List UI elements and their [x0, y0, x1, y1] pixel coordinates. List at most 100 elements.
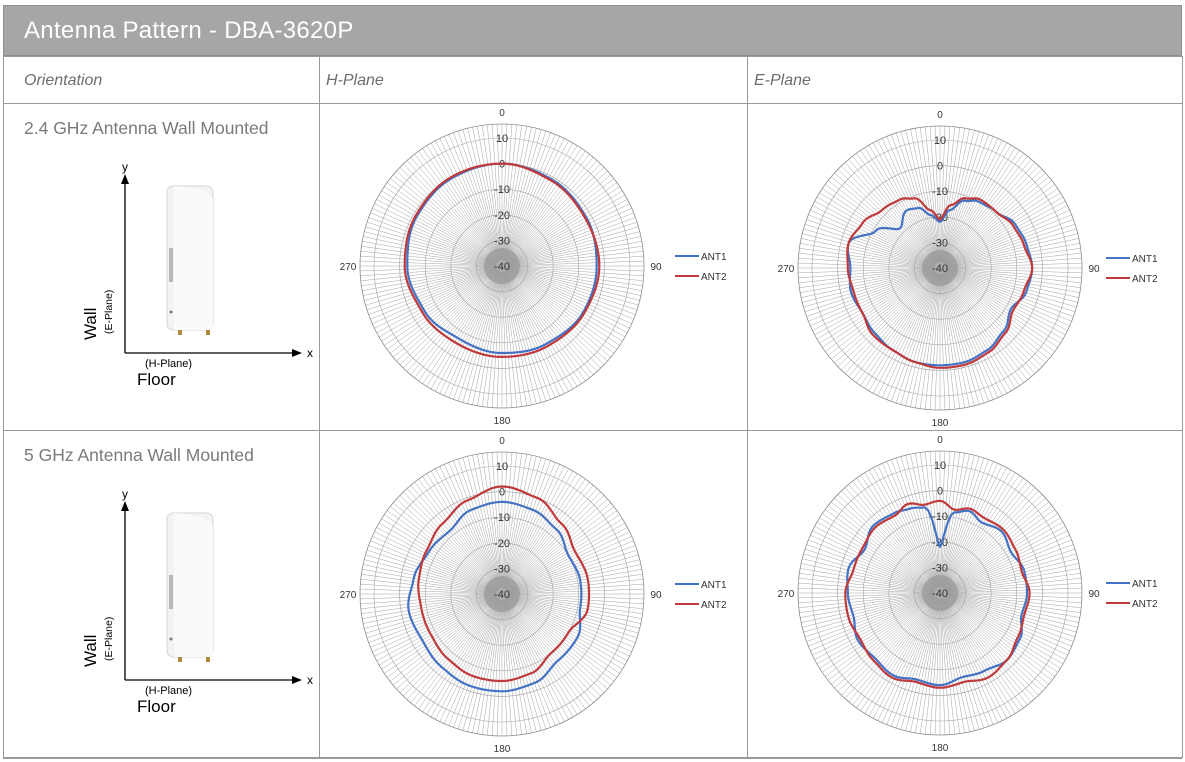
spoke-line — [507, 549, 638, 593]
radial-gridline — [811, 464, 1069, 722]
spoke-line — [900, 598, 939, 730]
spoke-line — [378, 268, 497, 338]
spoke-line — [940, 598, 951, 735]
spoke-line — [941, 131, 980, 263]
legend-label-ant2: ANT2 — [1132, 599, 1158, 610]
radial-gridline — [450, 542, 554, 646]
spoke-line — [910, 273, 939, 407]
spoke-line — [502, 452, 513, 589]
spoke-line — [945, 210, 1070, 266]
spoke-line — [506, 186, 620, 263]
series-line-ant2 — [403, 162, 601, 358]
spoke-line — [945, 268, 1082, 284]
spoke-line — [501, 271, 508, 408]
spoke-line — [361, 574, 497, 594]
angular-gridlines — [360, 124, 644, 408]
spoke-line — [841, 490, 936, 589]
spoke-line — [891, 459, 939, 588]
spoke-line — [910, 598, 939, 732]
spoke-line — [944, 490, 1039, 589]
h-plane-label: (H-Plane) — [145, 358, 192, 370]
spoke-line — [503, 271, 551, 400]
spoke-line — [941, 455, 975, 588]
page-title: Antenna Pattern - DBA-3620P — [24, 17, 354, 44]
spoke-line — [945, 269, 1078, 303]
spoke-line — [426, 598, 500, 715]
spoke-line — [426, 145, 500, 262]
spoke-line — [467, 271, 501, 404]
spoke-line — [942, 273, 1012, 392]
spoke-line — [860, 475, 937, 589]
spoke-line — [376, 527, 497, 592]
spoke-line — [435, 140, 500, 261]
spoke-line — [507, 255, 644, 266]
spoke-line — [941, 273, 989, 402]
spoke-line — [477, 599, 502, 734]
spoke-line — [370, 212, 497, 264]
spoke-line — [944, 165, 1039, 264]
spoke-line — [945, 270, 1064, 340]
spoke-line — [472, 599, 501, 733]
spoke-line — [943, 477, 1024, 589]
spoke-line — [505, 478, 586, 590]
spoke-line — [507, 203, 630, 264]
spoke-line — [945, 573, 1081, 593]
spoke-line — [799, 593, 935, 613]
spoke-line — [798, 593, 935, 604]
spoke-line — [943, 159, 1032, 264]
spoke-line — [844, 487, 937, 589]
spoke-line — [360, 250, 497, 266]
spoke-line — [507, 593, 644, 600]
spoke-line — [798, 587, 935, 594]
spoke-line — [504, 466, 565, 589]
spoke-line — [507, 194, 626, 264]
e-plane-label: (E-Plane) — [103, 617, 115, 661]
spoke-line — [868, 273, 938, 392]
spoke-line — [806, 269, 935, 317]
spoke-line — [945, 252, 1082, 268]
spoke-line — [943, 152, 1024, 264]
spoke-line — [361, 594, 497, 614]
spoke-line — [798, 257, 935, 268]
spoke-line — [814, 270, 935, 335]
spoke-line — [945, 594, 1078, 628]
spoke-line — [942, 273, 994, 400]
spoke-line — [864, 472, 938, 589]
spoke-line — [824, 184, 936, 265]
spoke-line — [945, 548, 1076, 592]
spoke-line — [816, 270, 935, 340]
header-row: Orientation H-Plane E-Plane — [3, 56, 1183, 104]
spoke-line — [810, 270, 935, 326]
polar-chart-5ghz-h-plane: 10 0 -10 -20 -30 -40 0 90 180 270 ANT1 ANT2 — [340, 436, 727, 755]
spoke-line — [798, 593, 935, 609]
spoke-line — [507, 231, 640, 265]
spoke-line — [368, 545, 497, 593]
spoke-line — [943, 272, 1036, 374]
wall-ap-device-icon — [166, 185, 214, 335]
spoke-line — [410, 598, 499, 703]
spoke-line — [503, 599, 537, 732]
spoke-line — [848, 484, 937, 589]
radial-gridline — [424, 516, 580, 672]
legend-label-ant1: ANT1 — [1132, 579, 1158, 590]
spoke-line — [422, 598, 499, 712]
spoke-line — [507, 199, 628, 264]
spoke-line — [940, 598, 956, 735]
spoke-line — [502, 271, 522, 407]
spoke-line — [943, 150, 1020, 264]
spoke-line — [945, 268, 1082, 279]
spoke-line — [503, 460, 551, 589]
spoke-line — [360, 588, 497, 595]
spoke-line — [941, 454, 970, 588]
spoke-line — [366, 221, 497, 265]
spoke-line — [435, 271, 500, 392]
spoke-line — [944, 597, 1043, 692]
spoke-line — [381, 190, 498, 264]
spoke-line — [506, 518, 623, 592]
spoke-line — [799, 573, 935, 593]
spoke-line — [503, 599, 551, 728]
spoke-line — [942, 469, 1012, 588]
floor-label: Floor — [137, 370, 176, 389]
spoke-line — [945, 270, 1070, 326]
spoke-line — [942, 598, 1012, 717]
